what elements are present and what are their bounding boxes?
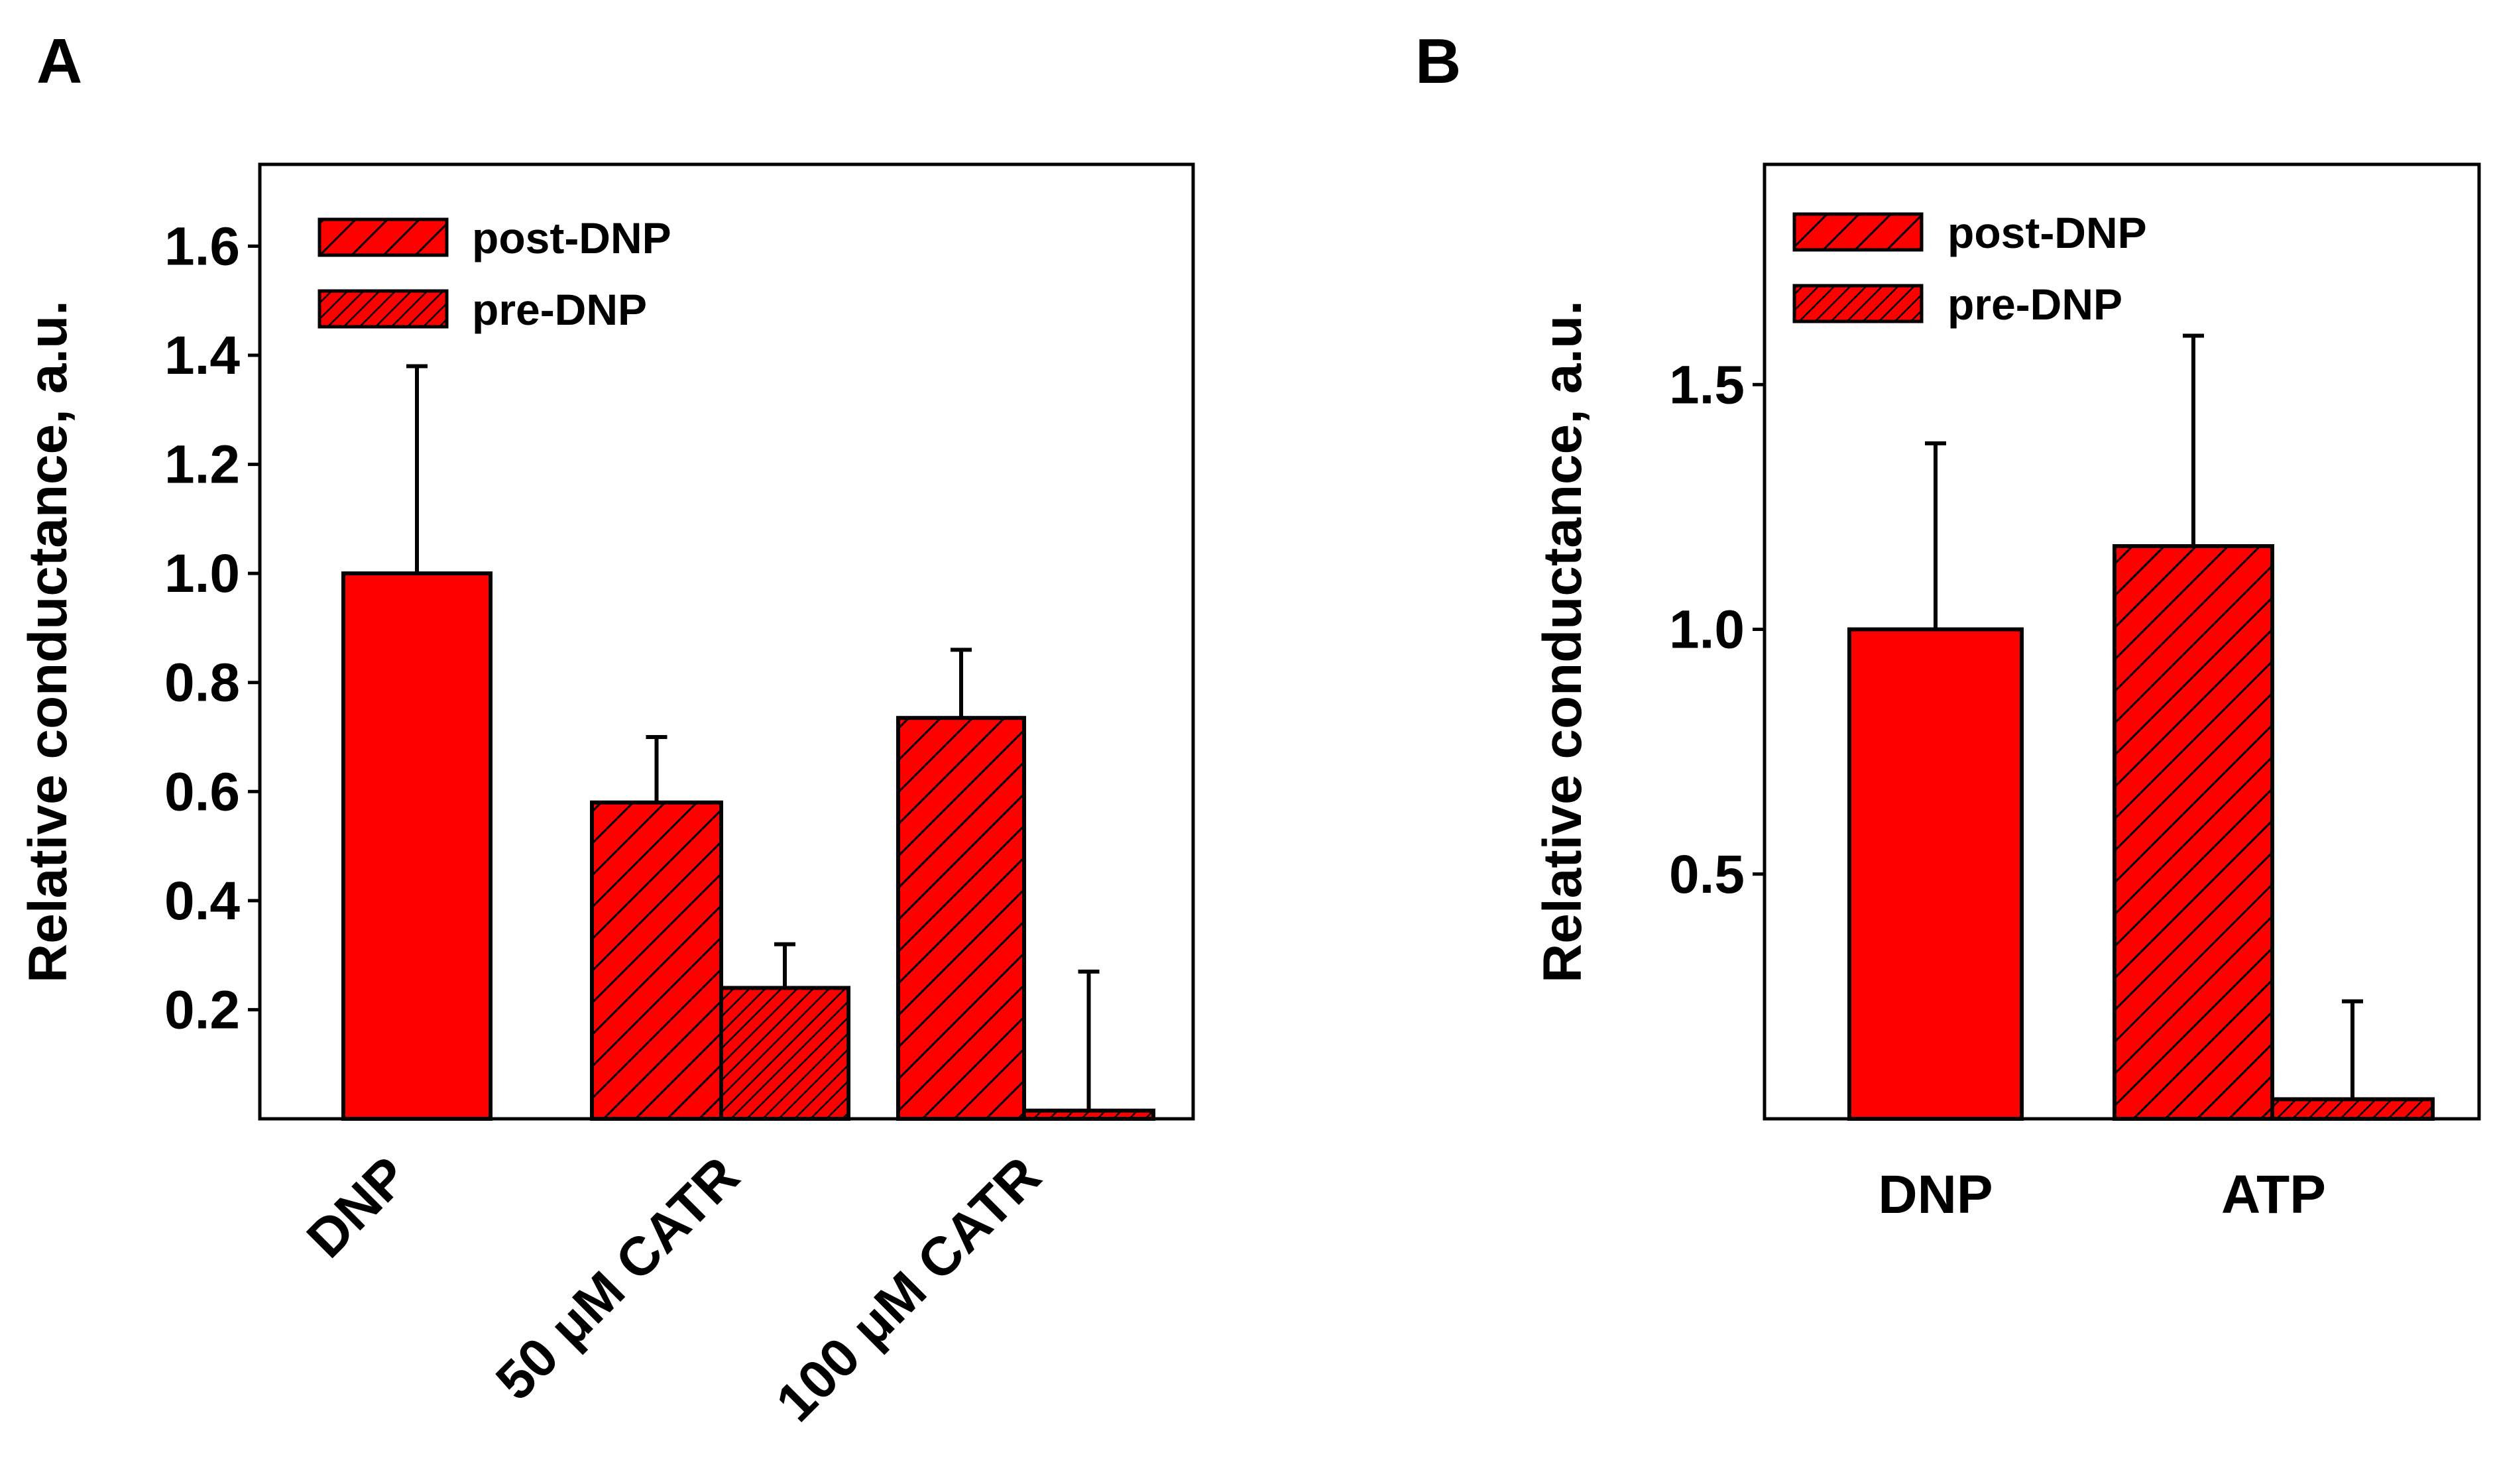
panel-a-y-tick-label: 1.0 (164, 543, 240, 604)
panel-a-y-tick-label: 0.2 (164, 980, 240, 1040)
panel-a-bar-50-um-catr-post-dnp-error-bar (646, 735, 667, 803)
panel-b-category-label-atp: ATP (2221, 1165, 2326, 1225)
panel-b-bars (1847, 544, 2435, 1121)
panel-b-bar-dnp-control-error-bar (1925, 441, 1946, 630)
panel-a-bars (341, 571, 1155, 1121)
panel-a: A 0.2 0.4 0.6 0.8 1.0 1.2 1.4 1.6 Relative cond… (18, 26, 1195, 1433)
panel-a-error-bars (406, 364, 1100, 1111)
panel-b-legend-label-pre-dnp: pre-DNP (1947, 280, 2122, 329)
panel-a-plot-frame (258, 162, 1195, 1121)
panel-a-y-tick-label: 1.6 (164, 216, 240, 276)
panel-b-y-tick-label: 0.5 (1669, 844, 1745, 905)
panel-a-y-ticks: 0.2 0.4 0.6 0.8 1.0 1.2 1.4 1.6 (164, 216, 260, 1040)
panel-a-category-label-50um-catr: 50 μM CATR (485, 1145, 751, 1412)
panel-a-category-label-100um-catr: 100 μM CATR (765, 1145, 1053, 1433)
panel-b-error-bars (1925, 333, 2363, 1100)
panel-a-legend-label-post-dnp: post-DNP (472, 213, 671, 262)
panel-a-bar-dnp-control-error-bar (406, 364, 428, 574)
panel-b-bar-dnp-control (1847, 627, 2024, 1121)
panel-a-bar-dnp-control (341, 571, 493, 1121)
panel-a-y-tick-label: 1.4 (164, 325, 240, 386)
panel-a-bar-100-um-catr-pre-dnp-error-bar (1078, 969, 1100, 1111)
panel-b-bar-atp-post-dnp-error-bar (2183, 333, 2204, 546)
panel-a-y-tick-label: 0.8 (164, 653, 240, 713)
panel-a-legend-label-pre-dnp: pre-DNP (472, 285, 647, 334)
panel-a-legend-swatch-pre-dnp (318, 289, 449, 329)
panel-b-legend-swatch-pre-dnp (1792, 284, 1924, 323)
panel-b-legend-swatch-post-dnp (1792, 212, 1924, 252)
panel-b-bar-atp-pre-dnp-error-bar (2342, 999, 2363, 1100)
panel-a-y-axis-title: Relative conductance, a.u. (18, 300, 78, 983)
panel-a-bar-50-um-catr-pre-dnp-error-bar (774, 942, 795, 988)
panel-a-y-tick-label: 1.2 (164, 435, 240, 495)
panel-a-legend-swatch-post-dnp (318, 217, 449, 257)
panel-a-y-tick-label: 0.4 (164, 871, 240, 931)
panel-b-y-tick-label: 1.0 (1669, 600, 1745, 660)
panel-b-y-axis-title: Relative conductance, a.u. (1533, 300, 1593, 983)
panel-a-legend: post-DNP pre-DNP (318, 213, 671, 334)
panel-b-y-ticks: 0.5 1.0 1.5 (1669, 355, 1765, 905)
panel-a-bar-50-um-catr-pre-dnp (719, 986, 850, 1121)
panel-b-y-tick-label: 1.5 (1669, 355, 1745, 415)
panel-b: B 0.5 1.0 1.5 Relative conductance, a.u. p… (1415, 26, 2481, 1225)
panel-b-bar-atp-pre-dnp (2270, 1097, 2435, 1121)
panel-b-legend-label-post-dnp: post-DNP (1947, 208, 2147, 257)
panel-a-y-tick-label: 0.6 (164, 762, 240, 822)
panel-a-letter: A (36, 26, 82, 97)
panel-b-plot-frame (1763, 162, 2481, 1121)
panel-a-bar-100-um-catr-post-dnp-error-bar (951, 648, 972, 718)
panel-b-category-label-dnp: DNP (1878, 1165, 1993, 1225)
panel-a-category-label-dnp: DNP (296, 1145, 420, 1269)
panel-b-letter: B (1415, 26, 1461, 97)
panel-a-bar-50-um-catr-post-dnp (590, 800, 723, 1121)
panel-b-bar-atp-post-dnp (2113, 544, 2274, 1121)
panel-a-bar-100-um-catr-post-dnp (896, 716, 1026, 1121)
panel-b-legend: post-DNP pre-DNP (1792, 208, 2147, 329)
